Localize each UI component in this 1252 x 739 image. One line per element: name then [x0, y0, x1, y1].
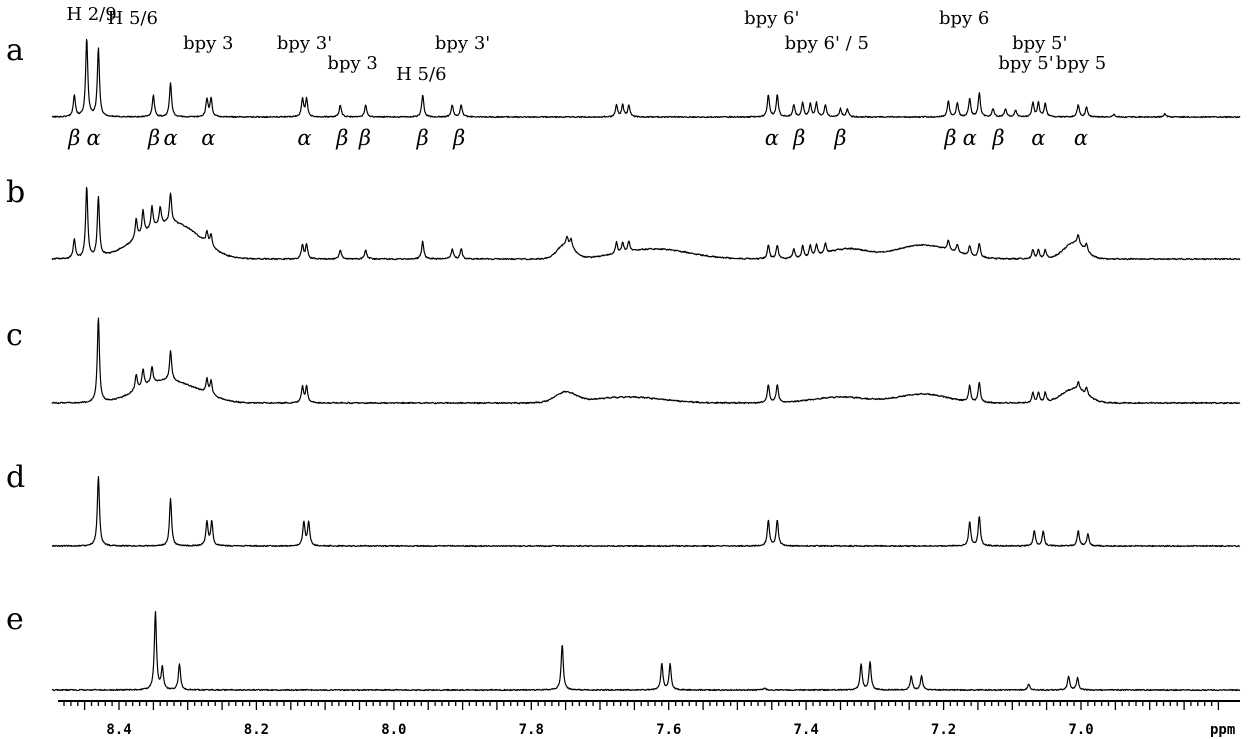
- assignment-label: bpy 5': [1012, 33, 1067, 54]
- x-axis-label: ppm: [1210, 722, 1235, 738]
- x-axis-tick-labels: 8.4 8.2 8.0 7.8 7.6 7.4 7.2 7.0: [106, 722, 1093, 738]
- isomer-marker: α: [163, 126, 177, 150]
- x-axis-tick-label: 7.0: [1068, 722, 1093, 738]
- assignment-label: bpy 3: [327, 53, 377, 74]
- isomer-marker: α: [1031, 126, 1045, 150]
- isomer-marker: β: [67, 126, 80, 150]
- spectrum-label-d: d: [6, 460, 25, 495]
- spectrum-label-b: b: [6, 175, 25, 210]
- isomer-marker: β: [147, 126, 160, 150]
- isomer-marker: β: [452, 126, 465, 150]
- isomer-marker: β: [943, 126, 956, 150]
- spectrum-label-a: a: [6, 33, 24, 68]
- isomer-marker: β: [358, 126, 371, 150]
- spectrum-trace-b: [51, 186, 1241, 261]
- isomer-marker: α: [1074, 126, 1088, 150]
- isomer-marker: α: [297, 126, 311, 150]
- x-axis-tick-label: 7.2: [931, 722, 956, 738]
- isomer-marker: α: [86, 126, 100, 150]
- x-axis-tick-label: 7.8: [519, 722, 544, 738]
- isomer-marker: α: [201, 126, 215, 150]
- assignment-label: H 5/6: [108, 8, 158, 29]
- spectrum-trace-a: [51, 38, 1241, 119]
- spectrum-trace-c: [51, 317, 1241, 405]
- isomer-marker: β: [416, 126, 429, 150]
- assignment-label: bpy 6' / 5: [785, 33, 869, 54]
- isomer-marker: β: [335, 126, 348, 150]
- x-axis-tick-label: 7.6: [656, 722, 681, 738]
- x-axis-tick-label: 7.4: [793, 722, 818, 738]
- spectrum-labels: a b c d e: [6, 33, 25, 637]
- x-axis: 8.4 8.2 8.0 7.8 7.6 7.4 7.2 7.0 ppm: [58, 700, 1240, 738]
- assignment-label: H 5/6: [396, 64, 446, 85]
- spectrum-label-c: c: [6, 318, 23, 353]
- isomer-marker: β: [792, 126, 805, 150]
- x-axis-tick-label: 8.0: [381, 722, 406, 738]
- spectrum-trace-d: [51, 475, 1241, 548]
- assignment-label: bpy 3': [435, 33, 490, 54]
- x-axis-tick-label: 8.4: [106, 722, 131, 738]
- isomer-marker: β: [991, 126, 1004, 150]
- assignment-label: bpy 5: [1056, 53, 1106, 74]
- isomer-marker: β: [833, 126, 846, 150]
- isomer-marker: α: [765, 126, 779, 150]
- assignment-label: bpy 6': [744, 8, 799, 29]
- x-axis-ticks: [63, 701, 1220, 710]
- assignment-label: bpy 3: [183, 33, 233, 54]
- assignment-label: bpy 3': [277, 33, 332, 54]
- assignment-label: bpy 5': [998, 53, 1053, 74]
- spectrum-label-e: e: [6, 602, 24, 637]
- x-axis-tick-label: 8.2: [244, 722, 269, 738]
- spectra-traces: [51, 38, 1241, 692]
- assignment-label: H 2/9: [66, 4, 116, 25]
- spectrum-trace-e: [51, 610, 1241, 692]
- assignment-label: bpy 6: [939, 8, 989, 29]
- isomer-marker: α: [963, 126, 977, 150]
